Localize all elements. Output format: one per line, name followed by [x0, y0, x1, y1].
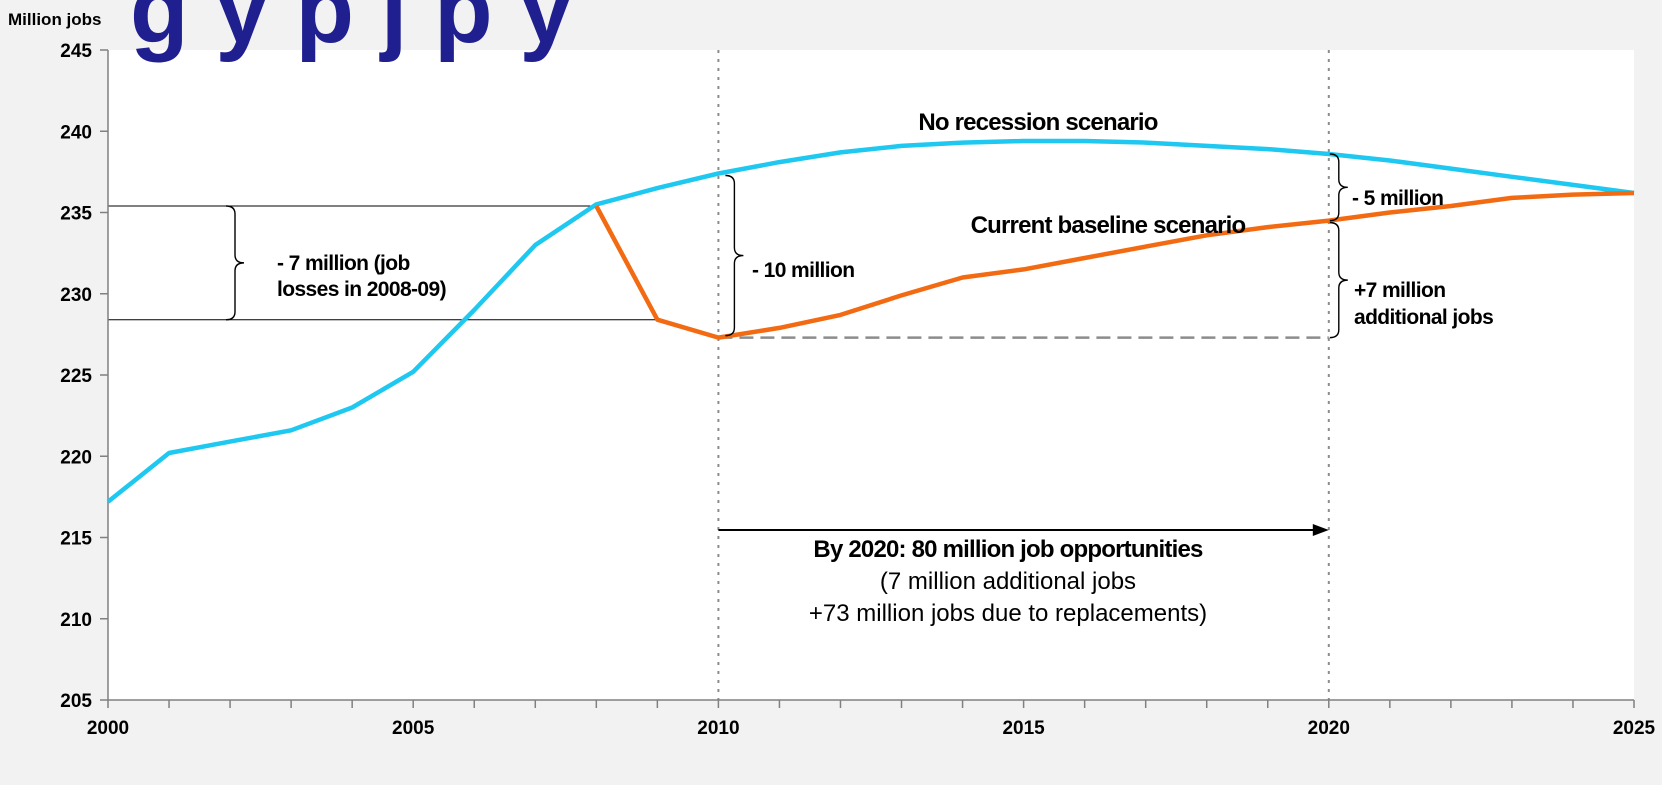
series-line-no_recession [106, 138, 1635, 504]
gap-2010-label: - 10 million [752, 259, 855, 282]
y-axis-unit-label: Million jobs [8, 10, 102, 29]
x-tick-label: 2015 [1002, 718, 1045, 739]
cropped-title-fragment: g y p j p y [130, 0, 573, 63]
y-tick-label: 205 [60, 691, 92, 712]
additional-jobs-label-line1: +7 million [1354, 279, 1445, 302]
y-tick-label: 225 [60, 366, 92, 387]
baseline-label: Current baseline scenario [971, 212, 1246, 239]
opportunities-arrowhead [1312, 524, 1329, 536]
no-recession-label: No recession scenario [918, 109, 1157, 136]
opportunities-label-line1: By 2020: 80 million job opportunities [813, 536, 1203, 563]
x-tick-label: 2020 [1308, 718, 1350, 739]
brace-gap-2020 [1329, 153, 1348, 222]
reference-lines [108, 50, 1330, 700]
additional-jobs-label-line2: additional jobs [1354, 306, 1493, 329]
x-tick-label: 2010 [697, 718, 739, 739]
gap-2020-label: - 5 million [1352, 187, 1443, 210]
y-tick-label: 210 [60, 610, 92, 631]
y-tick-label: 230 [60, 285, 92, 306]
x-tick-label: 2025 [1613, 718, 1656, 739]
series-line-baseline [594, 190, 1635, 340]
opportunities-label-line3: +73 million jobs due to replacements) [809, 600, 1207, 627]
y-tick-label: 245 [60, 41, 92, 62]
y-tick-label: 235 [60, 204, 92, 225]
y-tick-label: 215 [60, 529, 92, 550]
job-losses-label-line1: - 7 million (job [277, 252, 410, 275]
y-tick-label: 240 [60, 122, 92, 143]
brace-additional-jobs [1329, 221, 1348, 339]
brace-gap-2010 [725, 174, 744, 337]
axes: 205 210 215 220 225 230 235 240 245 2000 2005 2010 2… [60, 41, 1655, 739]
y-tick-label: 220 [60, 447, 92, 468]
annotations-layer [225, 153, 1348, 536]
brace-job-losses [225, 205, 245, 321]
series-layer [106, 138, 1635, 504]
opportunities-label-line2: (7 million additional jobs [880, 568, 1136, 595]
x-tick-label: 2005 [392, 718, 435, 739]
x-tick-label: 2000 [87, 718, 129, 739]
job-losses-label-line2: losses in 2008-09) [277, 278, 446, 301]
